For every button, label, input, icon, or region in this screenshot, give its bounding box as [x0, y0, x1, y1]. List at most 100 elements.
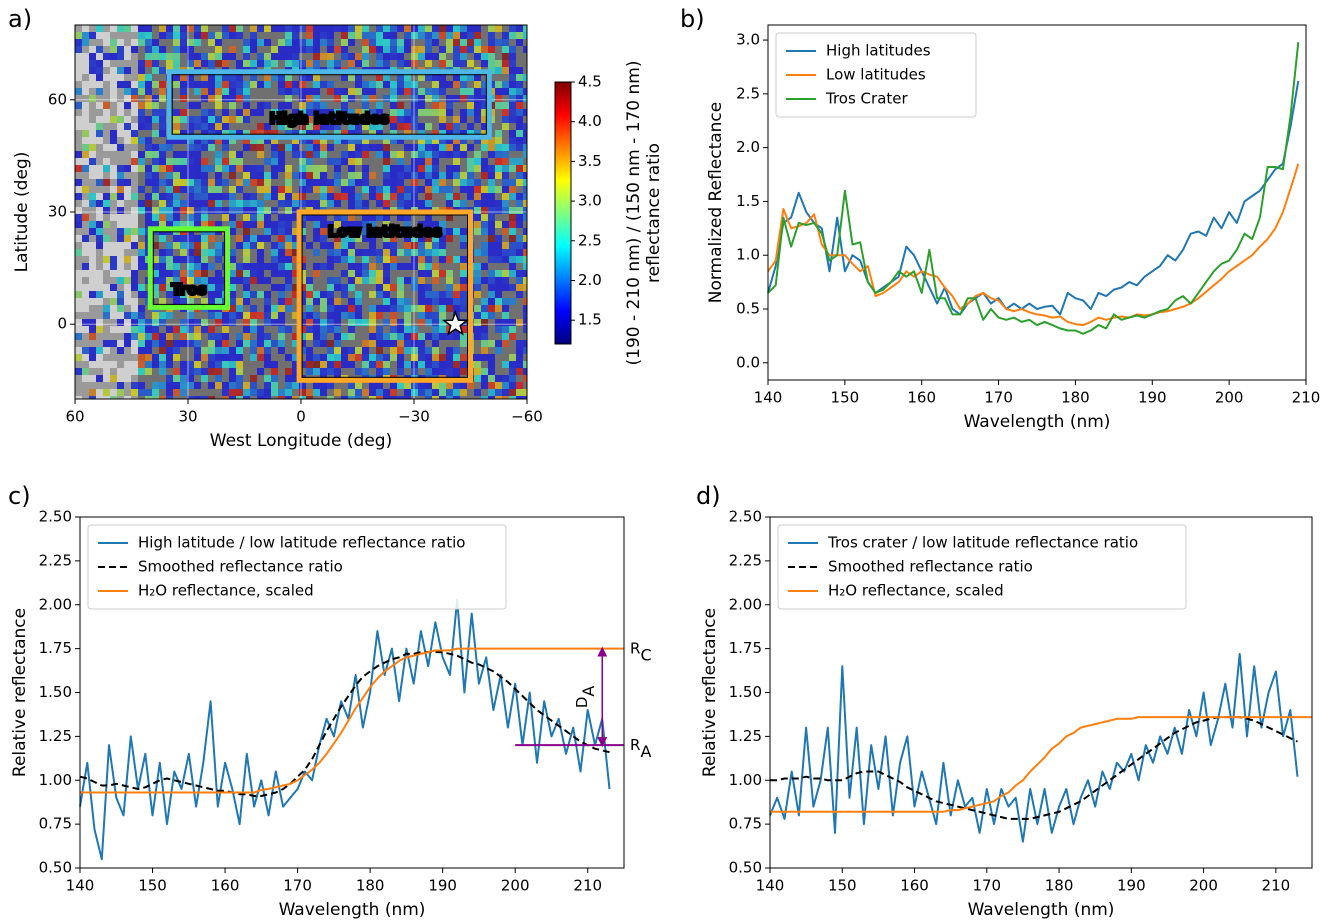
texture [474, 389, 481, 396]
texture [376, 354, 383, 361]
texture [103, 67, 110, 74]
texture [376, 326, 383, 333]
texture [418, 333, 425, 340]
texture [166, 25, 173, 32]
texture [460, 291, 467, 298]
texture [474, 95, 481, 102]
texture [313, 53, 320, 60]
texture [355, 291, 362, 298]
texture [488, 256, 495, 263]
texture [453, 354, 460, 361]
texture [180, 389, 187, 396]
texture [474, 116, 481, 123]
texture [481, 165, 488, 172]
texture [397, 200, 404, 207]
texture [446, 347, 453, 354]
texture [404, 200, 411, 207]
texture [103, 228, 110, 235]
texture [320, 186, 327, 193]
texture [320, 319, 327, 326]
texture [117, 95, 124, 102]
texture [89, 81, 96, 88]
texture [222, 214, 229, 221]
texture [215, 179, 222, 186]
texture [495, 242, 502, 249]
texture [334, 95, 341, 102]
texture [173, 179, 180, 186]
texture [131, 74, 138, 81]
texture [516, 109, 523, 116]
texture [495, 326, 502, 333]
texture [173, 389, 180, 396]
texture [362, 25, 369, 32]
texture [264, 291, 271, 298]
texture [453, 305, 460, 312]
texture [425, 263, 432, 270]
texture [124, 172, 131, 179]
texture [446, 200, 453, 207]
texture [418, 277, 425, 284]
texture [348, 382, 355, 389]
series-line [768, 164, 1298, 325]
texture [320, 193, 327, 200]
texture [348, 305, 355, 312]
texture [152, 172, 159, 179]
texture [320, 298, 327, 305]
texture [159, 354, 166, 361]
texture [488, 179, 495, 186]
texture [516, 67, 523, 74]
texture [194, 172, 201, 179]
texture [278, 102, 285, 109]
texture [327, 354, 334, 361]
texture [215, 151, 222, 158]
texture [306, 186, 313, 193]
texture [467, 123, 474, 130]
texture [348, 144, 355, 151]
texture [152, 60, 159, 67]
texture [103, 88, 110, 95]
texture [103, 179, 110, 186]
texture [278, 214, 285, 221]
texture [110, 312, 117, 319]
texture [138, 186, 145, 193]
texture [229, 382, 236, 389]
texture [509, 354, 516, 361]
texture [488, 312, 495, 319]
texture [159, 333, 166, 340]
texture [404, 312, 411, 319]
texture [376, 186, 383, 193]
texture [131, 193, 138, 200]
texture [418, 361, 425, 368]
texture [474, 319, 481, 326]
texture [327, 347, 334, 354]
texture [278, 305, 285, 312]
texture [208, 186, 215, 193]
texture [138, 67, 145, 74]
texture [145, 179, 152, 186]
texture [453, 228, 460, 235]
texture [509, 67, 516, 74]
texture [243, 235, 250, 242]
texture [327, 291, 334, 298]
texture [103, 95, 110, 102]
texture [117, 340, 124, 347]
texture [355, 200, 362, 207]
texture [376, 200, 383, 207]
texture [159, 67, 166, 74]
texture [453, 291, 460, 298]
texture [257, 277, 264, 284]
texture [243, 60, 250, 67]
texture [397, 368, 404, 375]
texture [243, 319, 250, 326]
texture [495, 95, 502, 102]
y-tick-label: 0.75 [729, 815, 762, 833]
texture [495, 221, 502, 228]
texture [82, 200, 89, 207]
texture [397, 60, 404, 67]
texture [446, 102, 453, 109]
texture [285, 53, 292, 60]
texture [369, 270, 376, 277]
texture [103, 25, 110, 32]
texture [82, 102, 89, 109]
texture [215, 354, 222, 361]
